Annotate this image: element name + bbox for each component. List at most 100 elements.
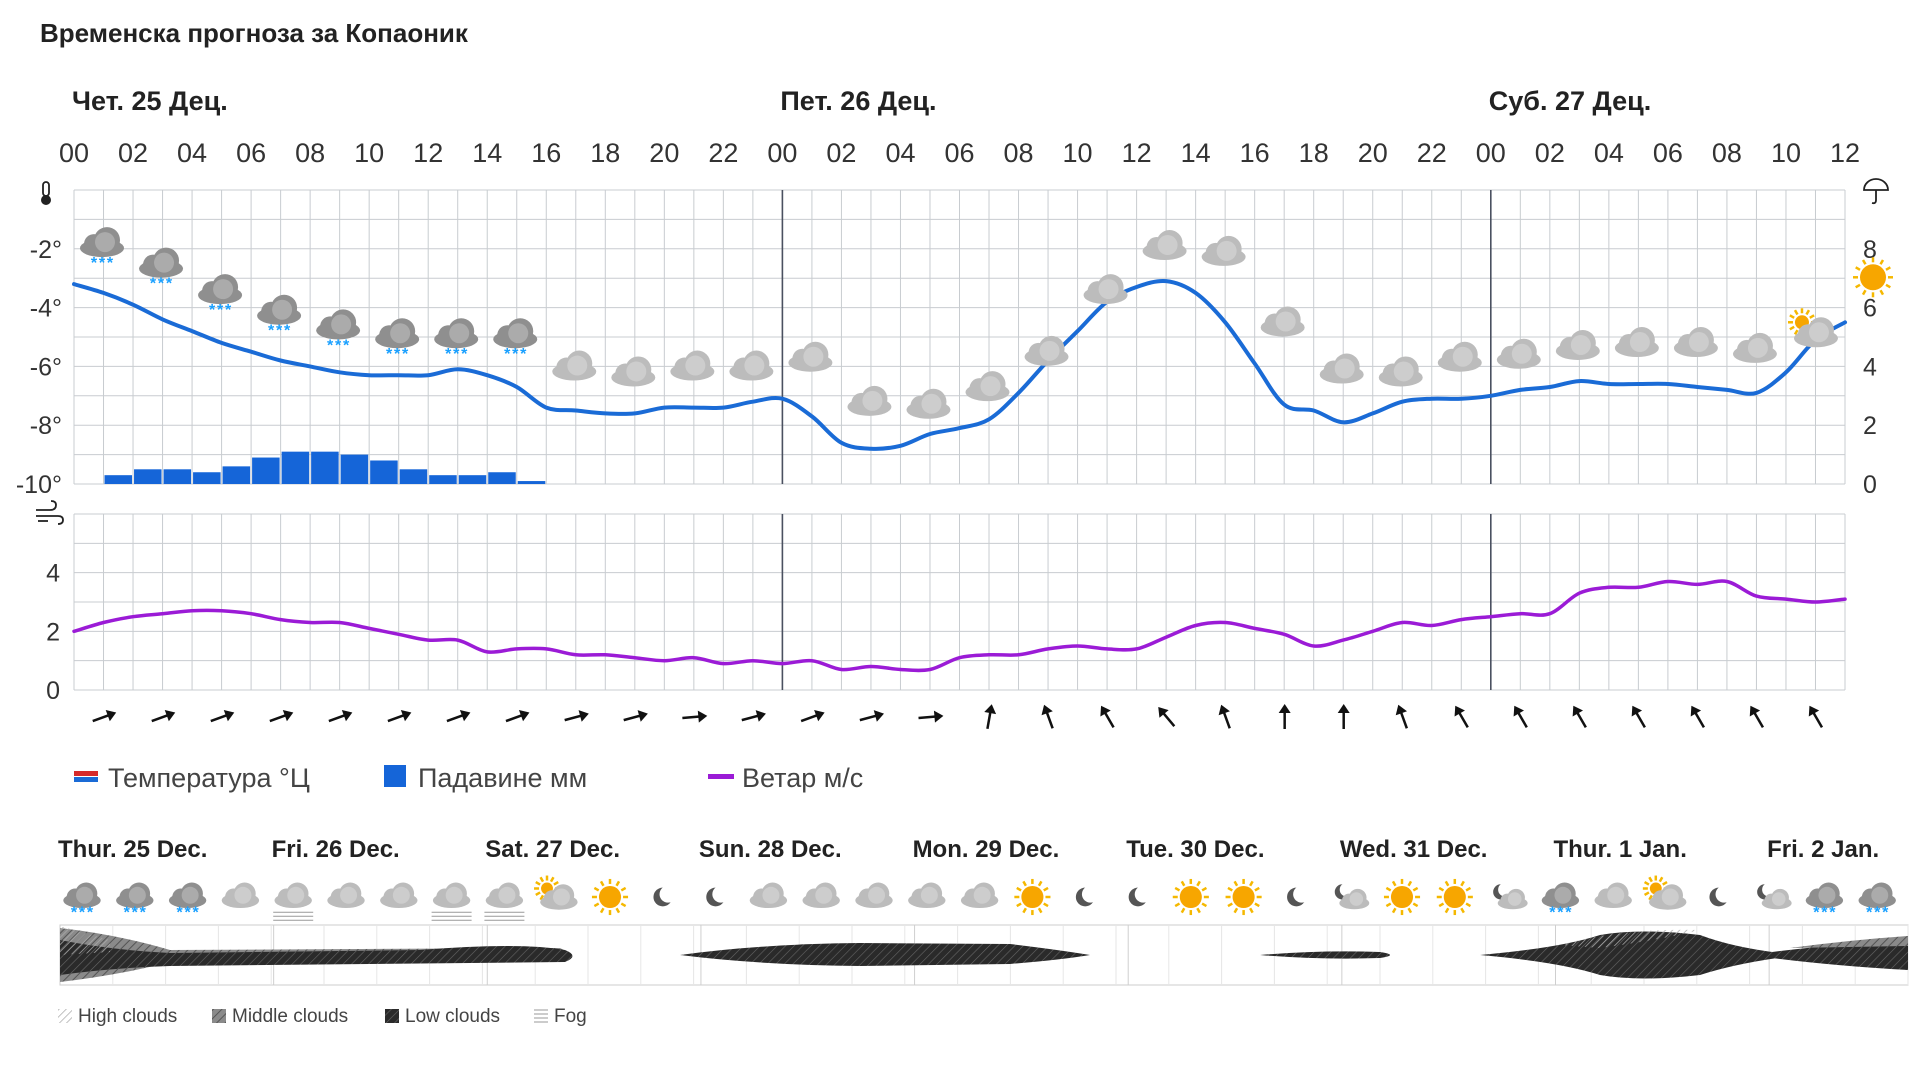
- sun-ray: [1460, 907, 1465, 914]
- sun-ray: [1465, 902, 1472, 908]
- precip-bar: [281, 451, 310, 484]
- forecast-icon-moon: [706, 885, 730, 907]
- cloud-shape: [749, 882, 788, 909]
- snowflake: *: [461, 346, 468, 363]
- sun-ray: [1227, 886, 1233, 892]
- snowflake: *: [176, 904, 183, 921]
- precip-bar: [488, 472, 516, 484]
- snowflake: *: [284, 323, 291, 340]
- cloud-part: [507, 318, 534, 345]
- sun-ray: [1438, 886, 1445, 892]
- cloud-shape: [1761, 888, 1792, 910]
- snowflake: *: [225, 302, 232, 319]
- sun-ray: [549, 876, 555, 883]
- cloud-highlight: [95, 232, 115, 253]
- cloud-part: [1392, 356, 1419, 383]
- snowflake: *: [1813, 904, 1820, 921]
- weather-icon-snow: * * *: [139, 247, 184, 293]
- wind-arrow: [1278, 704, 1291, 729]
- cloud-highlight: [1039, 340, 1060, 361]
- sun-ray: [1465, 886, 1472, 892]
- hour-tick-label: 04: [885, 138, 915, 168]
- cloud-shape: [1555, 329, 1600, 360]
- umbrella-icon: [1863, 178, 1889, 205]
- forecast-icon-sun: [591, 878, 629, 916]
- cloud-highlight: [76, 886, 94, 904]
- cloud-shape: [316, 309, 361, 340]
- forecast-icon-moon-cloud: [1334, 882, 1370, 910]
- weather-icon-cloud: [1437, 341, 1482, 372]
- arrow-head: [1337, 704, 1350, 713]
- cloud-shape: [1541, 882, 1580, 909]
- cloud-highlight: [1808, 322, 1829, 343]
- hour-tick-label: 04: [1594, 138, 1624, 168]
- cloud-highlight: [1771, 892, 1786, 906]
- cloud-highlight: [508, 323, 529, 344]
- weather-icon-cloud: [1024, 335, 1069, 366]
- cloud-shape: [906, 388, 951, 419]
- cloud-shape: [1201, 235, 1246, 266]
- moon-cutout: [1293, 885, 1310, 903]
- cloud-part: [1215, 235, 1242, 262]
- precip-bar: [134, 469, 162, 484]
- forecast-icon-cloud: [327, 882, 365, 909]
- cloud-part: [1569, 329, 1596, 356]
- moon-shape: [1075, 885, 1099, 907]
- umbrella-handle: [1871, 190, 1877, 205]
- legend-wind-swatch: [708, 774, 734, 779]
- cloud-highlight: [331, 314, 352, 335]
- hour-tick-label: 12: [1830, 138, 1860, 168]
- sun-ray: [1444, 907, 1450, 914]
- cloud-part: [861, 385, 888, 412]
- sun-ray: [1643, 880, 1650, 886]
- snowflake: *: [512, 346, 519, 363]
- sun-ray: [553, 880, 559, 886]
- moon-shape: [653, 885, 677, 907]
- cloud-shape: [1673, 327, 1718, 358]
- hour-tick-label: 00: [1476, 138, 1506, 168]
- sun-ray: [539, 876, 545, 883]
- snowflake: *: [402, 346, 409, 363]
- cloud-legend-label: Middle clouds: [232, 1006, 348, 1027]
- arrow-head: [1513, 705, 1524, 717]
- weather-icon-sun: [1853, 257, 1893, 298]
- umbrella-canopy: [1863, 178, 1889, 191]
- cloud-shape: [63, 882, 101, 909]
- forecast-icon-moon-cloud: [1493, 882, 1528, 910]
- moon-cutout: [712, 885, 730, 903]
- cloud-highlight: [1393, 361, 1414, 382]
- forecast-icon-cloud: [802, 882, 840, 909]
- wind-arrow: [1454, 705, 1469, 729]
- cloud-shape: [493, 318, 538, 349]
- hour-tick-label: 08: [1004, 138, 1034, 168]
- cloud-part: [94, 227, 120, 254]
- sun-ray: [1043, 902, 1049, 908]
- temp-grid: [73, 189, 1846, 485]
- weather-icon-snow: * * *: [434, 318, 479, 363]
- forecast-icon-cloud: [1594, 882, 1632, 909]
- precip-bar: [163, 469, 192, 484]
- cloud-shape: [221, 882, 260, 909]
- cloud-part: [1628, 327, 1655, 354]
- cloud-part: [625, 356, 652, 383]
- cloud-part: [75, 882, 98, 905]
- cloud-legend-swatch: [534, 1009, 548, 1023]
- precip-bar: [104, 475, 133, 484]
- cloud-shape: [139, 247, 184, 278]
- moon-cutout: [659, 885, 677, 903]
- sun-ray: [1196, 907, 1201, 914]
- weather-icon-partly-sunny: [1787, 308, 1838, 348]
- cloud-shape: [274, 882, 312, 909]
- sun-ray: [1022, 880, 1027, 887]
- snowflake: *: [335, 337, 342, 354]
- cloud-highlight: [762, 886, 780, 904]
- moon-shape: [1287, 885, 1310, 907]
- snowflakes: * * *: [150, 276, 173, 293]
- high-clouds: [60, 926, 110, 955]
- cloud-shape: [1497, 888, 1528, 910]
- forecast-icon-cloud: [380, 882, 418, 909]
- sun-ray: [535, 891, 541, 897]
- cloud-part: [1553, 882, 1576, 905]
- temp-tick-label: -6°: [30, 353, 62, 381]
- cloud-part: [1156, 230, 1183, 257]
